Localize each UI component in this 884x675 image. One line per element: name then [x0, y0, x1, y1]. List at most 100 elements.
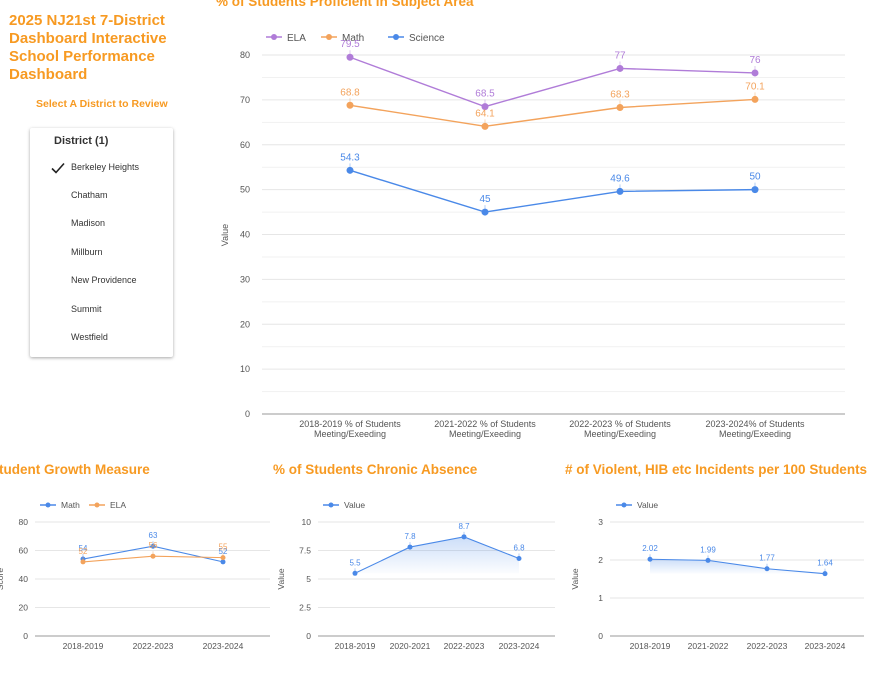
chart-proficiency: 0 10 20 30 40 50 60 70 80 Value 2018-2019 % of Stu… — [220, 33, 845, 439]
x-tick-label: 2018-2019 — [63, 641, 104, 651]
data-label: 68.3 — [610, 90, 630, 101]
data-point — [150, 543, 156, 549]
data-label: 7.8 — [404, 532, 416, 541]
y-tick-label: 0 — [245, 409, 250, 419]
y-tick-label: 30 — [240, 274, 250, 284]
y-tick-label: 1 — [598, 593, 603, 603]
growth-chart-title: tudent Growth Measure — [0, 462, 150, 477]
data-point — [751, 69, 759, 77]
x-tick-label: 2023-2024% of Students — [705, 419, 805, 429]
district-filter-dropdown: District (1) Berkeley Heights Chatham Ma… — [30, 128, 173, 357]
data-label: 56 — [149, 541, 158, 550]
series-line-math — [349, 98, 756, 128]
x-tick-label: 2021-2022 % of Students — [434, 419, 536, 429]
data-point — [346, 166, 354, 174]
data-point — [407, 544, 413, 550]
checkmark-icon — [51, 162, 65, 174]
y-tick-label: 0 — [598, 631, 603, 641]
y-tick-label: 10 — [240, 364, 250, 374]
data-point — [616, 104, 624, 112]
data-point — [346, 101, 354, 109]
dashboard-title-line: Dashboard Interactive — [9, 30, 167, 47]
data-point — [751, 95, 759, 103]
x-tick-label: 2023-2024 — [203, 641, 244, 651]
x-tick-label: Meeting/Exeeding — [584, 429, 656, 439]
data-label: 63 — [149, 531, 158, 540]
data-label: 76 — [749, 55, 761, 66]
district-filter-header: District (1) — [54, 135, 109, 147]
y-tick-label: 3 — [598, 517, 603, 527]
chart-absence: 0 2.5 5 7.5 10 Value 2018-2019 2020-2021 2022-20… — [276, 500, 555, 651]
legend-label: Science — [409, 33, 445, 44]
x-tick-label: Meeting/Exeeding — [449, 429, 521, 439]
data-point — [461, 534, 467, 540]
x-tick-label: 2021-2022 — [688, 641, 729, 651]
chart-growth: 0 20 40 60 80 Score 2018-2019 2022-2023 2023-202… — [0, 500, 270, 651]
absence-chart-title: % of Students Chronic Absence — [273, 462, 478, 477]
data-point — [751, 186, 759, 194]
data-label: 2.02 — [642, 544, 658, 553]
data-point — [481, 103, 489, 111]
data-label: 1.77 — [759, 554, 775, 563]
y-axis-label: Value — [220, 224, 230, 246]
y-axis-label: Score — [0, 568, 5, 590]
data-label: 68.5 — [475, 89, 495, 100]
series-line-value — [354, 536, 520, 574]
data-label: 49.6 — [610, 173, 630, 184]
data-label: 52 — [219, 547, 228, 556]
district-option-madison[interactable]: Madison — [30, 214, 173, 236]
data-point — [220, 555, 226, 561]
data-label: 70.1 — [745, 81, 765, 92]
district-option-summit[interactable]: Summit — [30, 300, 173, 322]
district-option-new-providence[interactable]: New Providence — [30, 271, 173, 293]
chart-incidents: 0 1 2 3 Value 2018-2019 2021-2022 2022-2023 2023… — [570, 500, 864, 651]
data-point — [647, 556, 653, 562]
data-point — [764, 566, 770, 572]
data-point — [822, 571, 828, 577]
legend-label: Value — [637, 500, 658, 510]
dashboard-title-line: School Performance — [9, 48, 155, 65]
y-tick-label: 80 — [240, 50, 250, 60]
y-tick-label: 2 — [598, 555, 603, 565]
data-point — [481, 208, 489, 216]
legend-marker — [45, 502, 51, 508]
district-option-label: Madison — [71, 218, 106, 228]
data-label: 50 — [749, 172, 761, 183]
x-tick-label: 2023-2024 — [805, 641, 846, 651]
district-option-chatham[interactable]: Chatham — [30, 186, 173, 208]
data-point — [220, 559, 226, 565]
district-option-berkeley-heights[interactable]: Berkeley Heights — [30, 158, 173, 180]
data-label: 54.3 — [340, 152, 360, 163]
district-option-label: Millburn — [71, 247, 103, 257]
select-district-label: Select A District to Review — [36, 98, 168, 110]
y-tick-label: 80 — [19, 517, 29, 527]
series-line-ela — [349, 56, 756, 108]
data-point — [705, 557, 711, 563]
proficiency-chart-title: % of Students Proficient in Subject Area — [216, 0, 474, 9]
dashboard-title-line: Dashboard — [9, 66, 88, 83]
y-axis-label: Value — [570, 568, 580, 589]
y-tick-label: 60 — [19, 546, 29, 556]
district-option-millburn[interactable]: Millburn — [30, 243, 173, 265]
district-option-label: Berkeley Heights — [71, 162, 140, 172]
legend-marker — [271, 34, 277, 40]
data-label: 8.7 — [458, 522, 470, 531]
data-point — [150, 553, 156, 559]
district-option-westfield[interactable]: Westfield — [30, 328, 173, 350]
legend-marker — [328, 502, 334, 508]
x-tick-label: 2018-2019 — [630, 641, 671, 651]
area-fill — [355, 536, 519, 574]
data-label: 68.8 — [340, 87, 360, 98]
data-point — [352, 570, 358, 576]
dashboard-title: 2025 NJ21st 7-District Dashboard Interac… — [9, 12, 184, 84]
data-label: 55 — [219, 543, 228, 552]
y-tick-label: 20 — [19, 603, 29, 613]
data-point — [346, 53, 354, 61]
series-line-science — [349, 169, 756, 213]
data-label: 5.5 — [349, 558, 361, 567]
district-option-label: Westfield — [71, 332, 108, 342]
y-tick-label: 2.5 — [299, 603, 311, 613]
district-option-label: New Providence — [71, 275, 137, 285]
data-label: 54 — [79, 544, 88, 553]
